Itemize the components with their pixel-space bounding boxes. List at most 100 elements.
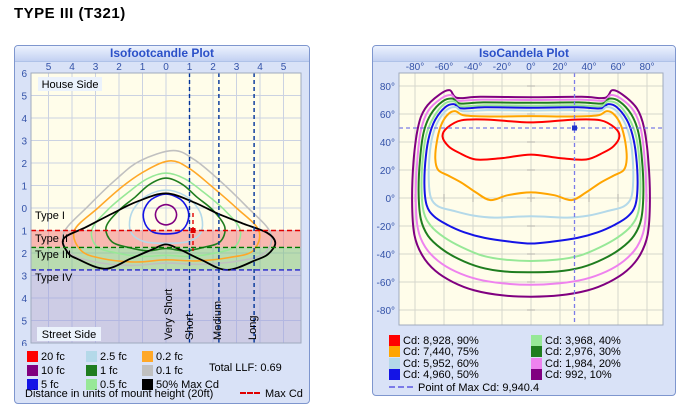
type-ii-band (31, 230, 301, 248)
plot-border (30, 72, 302, 344)
tick-label: 1 (21, 182, 27, 193)
contour-30pct (417, 97, 645, 274)
type-iii-band (31, 247, 301, 270)
type-ii-label: Type II (35, 233, 68, 245)
swatch-50pct (389, 369, 400, 381)
legend-item-50pct-max-cd: 50% Max Cd (142, 379, 257, 391)
isofootcandle-title: Isofootcandle Plot (15, 46, 309, 62)
throw-label-short: Short (184, 314, 196, 340)
swatch-75pct (389, 346, 400, 358)
type-iii-label: Type III (35, 249, 71, 261)
swatch-20fc (27, 351, 38, 362)
tick-label: 1 (140, 62, 146, 73)
tick-label: 2 (210, 62, 216, 73)
distance-footnote: Distance in units of mount height (20ft) (25, 388, 214, 400)
type-iv-label: Type IV (35, 272, 73, 284)
throw-label-medium: Medium (212, 301, 224, 340)
total-llf: Total LLF: 0.69 (209, 362, 282, 374)
tick-label: 3 (234, 62, 240, 73)
contour-75pct (434, 110, 628, 202)
type-i-label: Type I (35, 210, 65, 222)
tick-label: 4 (257, 62, 263, 73)
contour-20pct (414, 94, 648, 286)
legend-item-0.5fc: 0.5 fc (86, 379, 142, 391)
isocandela-legend: Cd: 8,928, 90% Cd: 3,968, 40% Cd: 7,440,… (389, 334, 621, 381)
plot-border (398, 72, 664, 326)
tick-label: 2 (116, 62, 122, 73)
tick-label: 1 (21, 227, 27, 238)
isocandela-contours (411, 89, 651, 298)
tick-label: -60° (377, 278, 395, 289)
tick-label: 60° (380, 110, 395, 121)
tick-label: 80° (639, 62, 654, 73)
contour-0.5fc (90, 172, 242, 258)
contour-5fc (142, 193, 190, 235)
tick-label: 4 (21, 294, 27, 305)
isofootcandle-legend: 20 fc 2.5 fc 0.2 fc 10 fc 1 fc 0.1 fc 5 … (27, 350, 257, 392)
x-axis-ticks: 5 4 3 2 1 0 1 2 3 4 5 (46, 62, 287, 73)
legend-item-20fc: 20 fc (27, 351, 86, 363)
legend-item-30pct: Cd: 2,976, 30% (531, 346, 621, 358)
isocandela-plot: -80° -60° -40° -20° 0° 20° 40° 60° 80° 80° 60° 40°… (377, 62, 664, 326)
tick-label: -40° (377, 250, 395, 261)
swatch-10fc (27, 365, 38, 376)
x-axis-ticks: -80° -60° -40° -20° 0° 20° 40° 60° 80° (406, 62, 655, 73)
isofootcandle-contours (61, 149, 277, 271)
tick-label: 1 (187, 62, 193, 73)
throw-label-long: Long (247, 316, 259, 340)
isocandela-title: IsoCandela Plot (373, 46, 675, 62)
page-title: TYPE III (T321) (14, 5, 126, 22)
tick-label: 40° (380, 138, 395, 149)
tick-label: 6 (21, 339, 27, 346)
legend-item-2.5fc: 2.5 fc (86, 351, 142, 363)
legend-item-75pct: Cd: 7,440, 75% (389, 346, 531, 358)
tick-label: -60° (435, 62, 453, 73)
tick-label: 6 (21, 69, 27, 80)
contour-2.5fc (128, 189, 204, 245)
contour-1fc (105, 177, 226, 252)
contour-0.2fc (72, 159, 261, 263)
swatch-5fc (27, 379, 38, 390)
swatch-10pct (531, 369, 542, 381)
legend-item-10pct: Cd: 992, 10% (531, 369, 621, 381)
max-cd-dash-icon (389, 386, 413, 388)
legend-item-90pct: Cd: 8,928, 90% (389, 334, 531, 347)
tick-label: 5 (21, 92, 27, 103)
tick-label: 2 (21, 159, 27, 170)
tick-label: 0° (526, 62, 536, 73)
max-cd-dash-icon (240, 392, 260, 394)
max-cd-crosshair (399, 73, 663, 325)
tick-label: 4 (69, 62, 75, 73)
tick-label: -40° (464, 62, 482, 73)
legend-item-50pct: Cd: 4,960, 50% (389, 369, 531, 381)
house-side-box (38, 77, 102, 91)
tick-label: 20° (380, 166, 395, 177)
tick-label: 0 (21, 204, 27, 215)
tick-label: 80° (380, 82, 395, 93)
street-side-box (37, 327, 101, 341)
isofootcandle-panel: Isofootcandle Plot (14, 45, 310, 404)
swatch-50pct-max-cd (142, 379, 153, 390)
y-axis-ticks: 6 5 4 3 2 1 0 1 2 3 4 5 6 (21, 69, 27, 346)
legend-item-20pct: Cd: 1,984, 20% (531, 357, 621, 370)
isocandela-panel: IsoCandela Plot -80° -60° -40° -20° 0° 20° 40°… (372, 45, 676, 396)
contour-90pct (441, 118, 621, 161)
legend-item-60pct: Cd: 5,952, 60% (389, 357, 531, 370)
contour-40pct (420, 100, 642, 263)
swatch-90pct (389, 334, 400, 346)
contour-10pct (411, 89, 651, 298)
tick-label: 5 (46, 62, 52, 73)
legend-item-10fc: 10 fc (27, 365, 86, 377)
tick-label: 2 (21, 249, 27, 260)
swatch-0.5fc (86, 379, 97, 390)
tick-label: -20° (493, 62, 511, 73)
swatch-2.5fc (86, 351, 97, 362)
isofootcandle-plot: House Side Street Side Type I Type II Ty… (21, 62, 302, 346)
swatch-40pct (531, 334, 542, 346)
classification-lines (31, 73, 301, 343)
tick-label: -20° (377, 222, 395, 233)
legend-item-40pct: Cd: 3,968, 40% (531, 334, 621, 347)
legend-item-0.1fc: 0.1 fc (142, 365, 257, 377)
tick-label: 3 (21, 272, 27, 283)
legend-item-0.2fc: 0.2 fc (142, 351, 257, 363)
